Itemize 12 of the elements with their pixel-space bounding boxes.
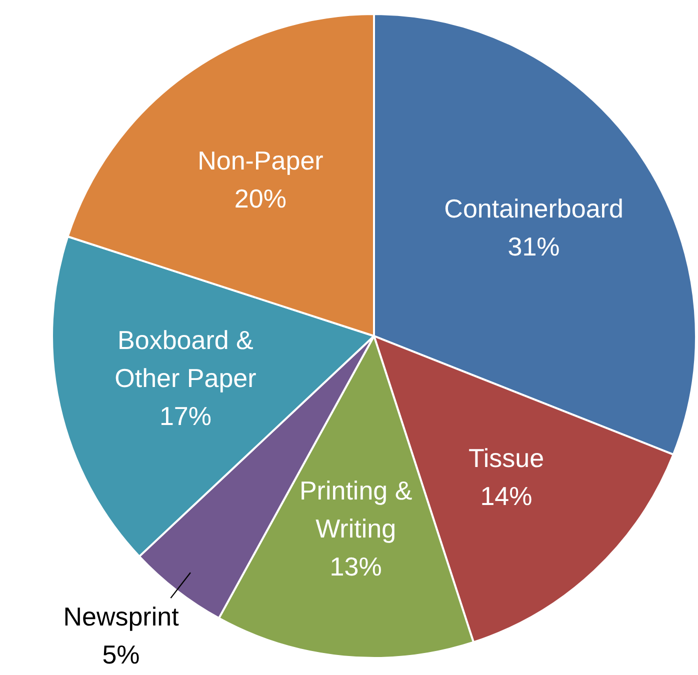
data-label: 5% (102, 640, 140, 670)
slice-label: Containerboard (444, 193, 624, 224)
data-label: 13% (330, 551, 382, 582)
data-label: 20% (234, 184, 286, 214)
slice-label: Non-Paper (198, 146, 324, 176)
data-label: 14% (480, 480, 532, 511)
slice-label: Newsprint (63, 602, 180, 632)
slice-label: Tissue (468, 442, 544, 473)
data-label: 17% (159, 401, 212, 432)
slice-label: Printing & Writing (299, 475, 412, 544)
data-label: 31% (508, 231, 560, 262)
slice-label: Boxboard & Other Paper (114, 325, 257, 394)
